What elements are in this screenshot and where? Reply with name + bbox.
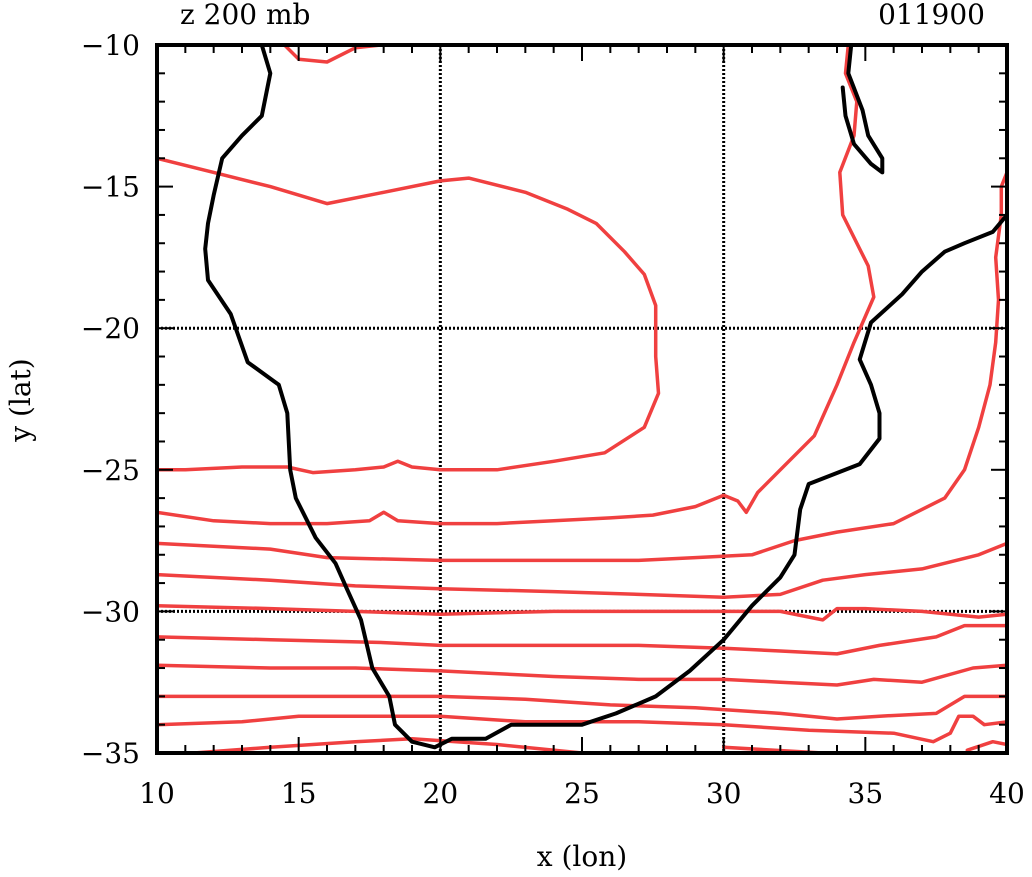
x-tick-label: 30	[706, 777, 742, 810]
plot-frame	[155, 43, 1009, 755]
chart-title-right: 011900	[878, 0, 985, 31]
contour-line	[157, 156, 661, 475]
y-tick-labels: −10 −15 −20 −25 −30 −35	[81, 29, 140, 770]
contour-line	[192, 737, 584, 753]
x-tick-label: 15	[281, 777, 317, 810]
x-tick-label: 25	[564, 777, 600, 810]
contour-line	[157, 663, 1007, 687]
contour-line	[157, 694, 1007, 721]
contour-line	[157, 541, 1007, 599]
x-axis-label: x (lon)	[537, 840, 627, 873]
x-tick-label: 35	[848, 777, 884, 810]
contour-line	[157, 714, 1007, 744]
x-tick-label: 10	[139, 777, 175, 810]
y-tick-label: −30	[81, 595, 140, 628]
coastline-segment	[840, 45, 885, 175]
contour-line	[157, 45, 876, 526]
coastline-segment	[203, 45, 1007, 750]
contour-line	[965, 739, 1007, 752]
x-tick-label: 20	[423, 777, 459, 810]
x-tick-labels: 10 15 20 25 30 35 40	[139, 777, 1025, 810]
y-tick-label: −15	[81, 171, 140, 204]
contour-line	[157, 170, 1007, 563]
contour-lines	[157, 45, 1007, 753]
contour-line	[157, 603, 1007, 622]
y-tick-label: −20	[81, 312, 140, 345]
y-tick-label: −10	[81, 29, 140, 62]
x-tick-label: 40	[989, 777, 1025, 810]
contour-line	[157, 623, 1007, 656]
y-tick-label: −25	[81, 454, 140, 487]
chart-title-left: z 200 mb	[180, 0, 310, 31]
y-tick-label: −35	[81, 737, 140, 770]
coastline	[203, 45, 1007, 750]
y-axis-label: y (lat)	[4, 358, 37, 442]
